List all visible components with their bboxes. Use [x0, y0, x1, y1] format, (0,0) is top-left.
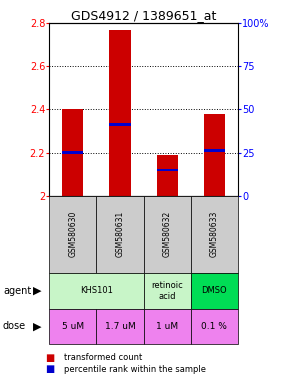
Bar	[191, 309, 238, 344]
Bar	[191, 273, 238, 309]
Text: dose: dose	[3, 321, 26, 331]
Text: ■: ■	[45, 364, 54, 374]
Text: retinoic
acid: retinoic acid	[151, 281, 183, 301]
Text: ▶: ▶	[33, 321, 42, 331]
Title: GDS4912 / 1389651_at: GDS4912 / 1389651_at	[71, 9, 216, 22]
Text: DMSO: DMSO	[202, 286, 227, 295]
Bar	[109, 30, 130, 196]
Bar	[204, 149, 225, 152]
Text: ▶: ▶	[33, 286, 42, 296]
Bar	[144, 273, 191, 309]
Bar	[49, 273, 144, 309]
Text: transformed count: transformed count	[64, 353, 142, 362]
Text: 5 uM: 5 uM	[62, 322, 84, 331]
Text: 1 uM: 1 uM	[156, 322, 178, 331]
Text: GSM580630: GSM580630	[68, 211, 77, 257]
Bar	[157, 169, 178, 171]
Bar	[144, 196, 191, 273]
Text: GSM580631: GSM580631	[115, 211, 124, 257]
Bar	[109, 123, 130, 126]
Text: GSM580633: GSM580633	[210, 211, 219, 257]
Bar	[62, 109, 84, 196]
Bar	[49, 196, 96, 273]
Bar	[96, 196, 144, 273]
Bar	[49, 309, 96, 344]
Text: GSM580632: GSM580632	[163, 211, 172, 257]
Text: agent: agent	[3, 286, 31, 296]
Bar	[96, 309, 144, 344]
Text: 1.7 uM: 1.7 uM	[105, 322, 135, 331]
Text: percentile rank within the sample: percentile rank within the sample	[64, 365, 206, 374]
Bar	[62, 151, 84, 154]
Text: ■: ■	[45, 353, 54, 363]
Bar	[191, 196, 238, 273]
Bar	[204, 114, 225, 196]
Bar	[144, 309, 191, 344]
Bar	[157, 155, 178, 196]
Text: 0.1 %: 0.1 %	[201, 322, 227, 331]
Text: KHS101: KHS101	[80, 286, 113, 295]
